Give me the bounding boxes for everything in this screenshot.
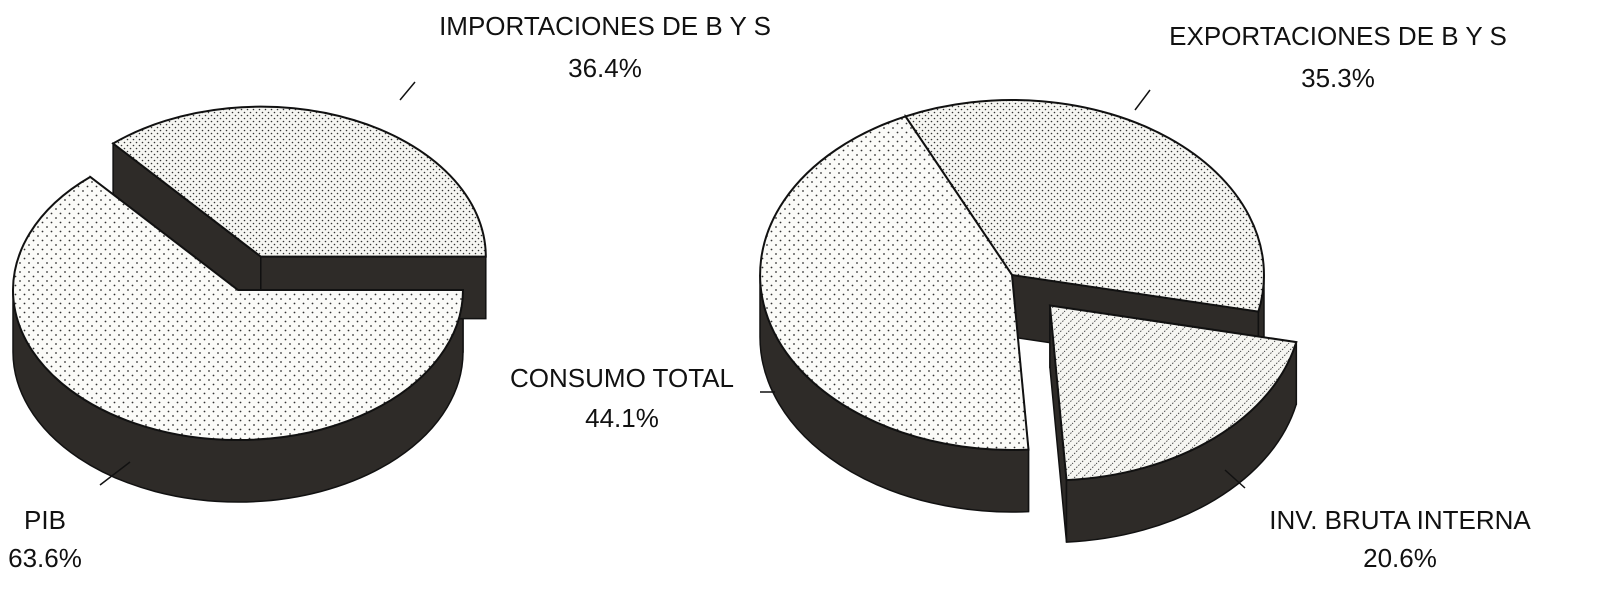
- slice-value-label: 20.6%: [1363, 543, 1437, 573]
- slice: [1048, 304, 1298, 482]
- slice-label: INV. BRUTA INTERNA: [1269, 505, 1531, 535]
- slice-label: CONSUMO TOTAL: [510, 363, 734, 393]
- slice-value-label: 36.4%: [568, 53, 642, 83]
- slice-label: PIB: [24, 505, 66, 535]
- slice-value-label: 63.6%: [8, 543, 82, 573]
- slice: [111, 105, 487, 258]
- slice-label: EXPORTACIONES DE B Y S: [1169, 21, 1507, 51]
- leader-line: [1224, 469, 1246, 489]
- leader-line: [1134, 89, 1151, 111]
- slice: [12, 175, 465, 442]
- leader-line: [99, 461, 131, 486]
- slice: [903, 99, 1265, 313]
- leader-line: [399, 81, 416, 101]
- slice-value-label: 44.1%: [585, 403, 659, 433]
- slice-value-label: 35.3%: [1301, 63, 1375, 93]
- slice: [759, 115, 1030, 451]
- slice-label: IMPORTACIONES DE B Y S: [439, 11, 771, 41]
